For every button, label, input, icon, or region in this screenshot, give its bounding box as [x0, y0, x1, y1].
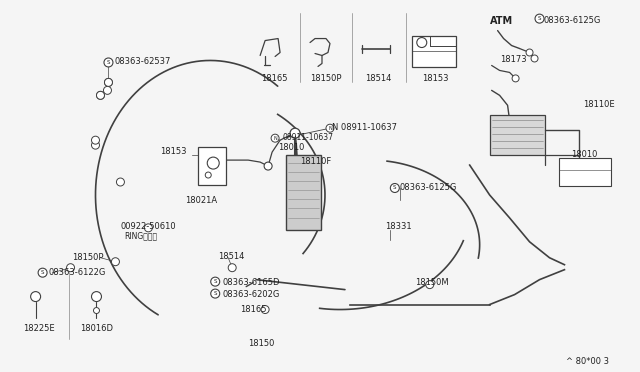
Text: 08363-6165D: 08363-6165D	[222, 278, 280, 287]
Bar	[412, 36, 456, 67]
Circle shape	[207, 157, 220, 169]
Circle shape	[145, 224, 152, 232]
Bar	[490, 115, 545, 155]
Circle shape	[211, 289, 220, 298]
Text: 08911-10637: 08911-10637	[282, 133, 333, 142]
Text: 18514: 18514	[365, 74, 391, 83]
Circle shape	[526, 49, 533, 56]
Text: 18514: 18514	[218, 252, 244, 261]
Text: 18021A: 18021A	[186, 196, 218, 205]
Text: 18150P: 18150P	[310, 74, 342, 83]
Text: 08363-6122G: 08363-6122G	[49, 268, 106, 277]
Circle shape	[290, 128, 300, 138]
Text: 18173: 18173	[500, 55, 526, 64]
Text: 18150: 18150	[248, 339, 275, 349]
Text: 18165: 18165	[240, 305, 267, 314]
Circle shape	[531, 55, 538, 62]
Text: S: S	[214, 279, 217, 284]
Text: 08363-6202G: 08363-6202G	[222, 290, 280, 299]
Bar	[248, 13, 468, 82]
Circle shape	[93, 308, 99, 314]
Text: 00922-50610: 00922-50610	[120, 222, 176, 231]
Text: 18150P: 18150P	[72, 253, 104, 262]
Bar	[9, 272, 129, 339]
Circle shape	[104, 58, 113, 67]
Text: ^ 80*00 3: ^ 80*00 3	[566, 357, 609, 366]
Circle shape	[111, 258, 120, 266]
Text: S: S	[538, 16, 541, 21]
Text: 08363-6125G: 08363-6125G	[543, 16, 601, 25]
Text: 18165: 18165	[261, 74, 287, 83]
Text: 18225E: 18225E	[23, 324, 54, 333]
Text: 18010: 18010	[278, 143, 305, 152]
Circle shape	[426, 280, 434, 289]
Circle shape	[261, 305, 269, 314]
Text: N: N	[273, 136, 277, 141]
Bar	[484, 11, 636, 195]
Circle shape	[211, 277, 220, 286]
Bar	[559, 158, 611, 186]
Circle shape	[97, 92, 104, 99]
Text: 18331: 18331	[385, 222, 412, 231]
Text: N 08911-10637: N 08911-10637	[332, 123, 397, 132]
Circle shape	[116, 178, 124, 186]
Text: RINGリング: RINGリング	[124, 232, 157, 241]
Text: 18150M: 18150M	[415, 278, 449, 287]
Circle shape	[390, 183, 399, 192]
Text: 18110E: 18110E	[584, 100, 615, 109]
Circle shape	[326, 124, 334, 132]
Circle shape	[92, 292, 102, 302]
Bar	[198, 147, 226, 185]
Text: 18016D: 18016D	[80, 324, 113, 333]
Circle shape	[228, 264, 236, 272]
Circle shape	[31, 292, 40, 302]
Text: S: S	[107, 60, 110, 65]
Text: N: N	[328, 126, 332, 131]
Text: S: S	[393, 186, 397, 190]
Circle shape	[38, 268, 47, 277]
Circle shape	[512, 75, 519, 82]
Circle shape	[205, 172, 211, 178]
Circle shape	[92, 136, 99, 144]
Text: 08363-62537: 08363-62537	[115, 58, 171, 67]
Circle shape	[67, 264, 74, 272]
Circle shape	[104, 78, 113, 86]
Text: S: S	[41, 270, 44, 275]
Text: 18110F: 18110F	[300, 157, 332, 166]
Text: 08363-6125G: 08363-6125G	[400, 183, 457, 192]
Text: S: S	[214, 291, 217, 296]
Text: 18153: 18153	[422, 74, 449, 83]
Circle shape	[535, 14, 544, 23]
Circle shape	[271, 134, 279, 142]
Circle shape	[264, 162, 272, 170]
Text: ATM: ATM	[490, 16, 513, 26]
Text: 18153: 18153	[161, 147, 187, 156]
Circle shape	[104, 78, 113, 86]
Circle shape	[417, 38, 427, 48]
Circle shape	[97, 92, 104, 99]
Bar	[286, 155, 321, 230]
Circle shape	[104, 86, 111, 94]
Text: 18010: 18010	[572, 150, 598, 159]
Circle shape	[92, 141, 99, 149]
